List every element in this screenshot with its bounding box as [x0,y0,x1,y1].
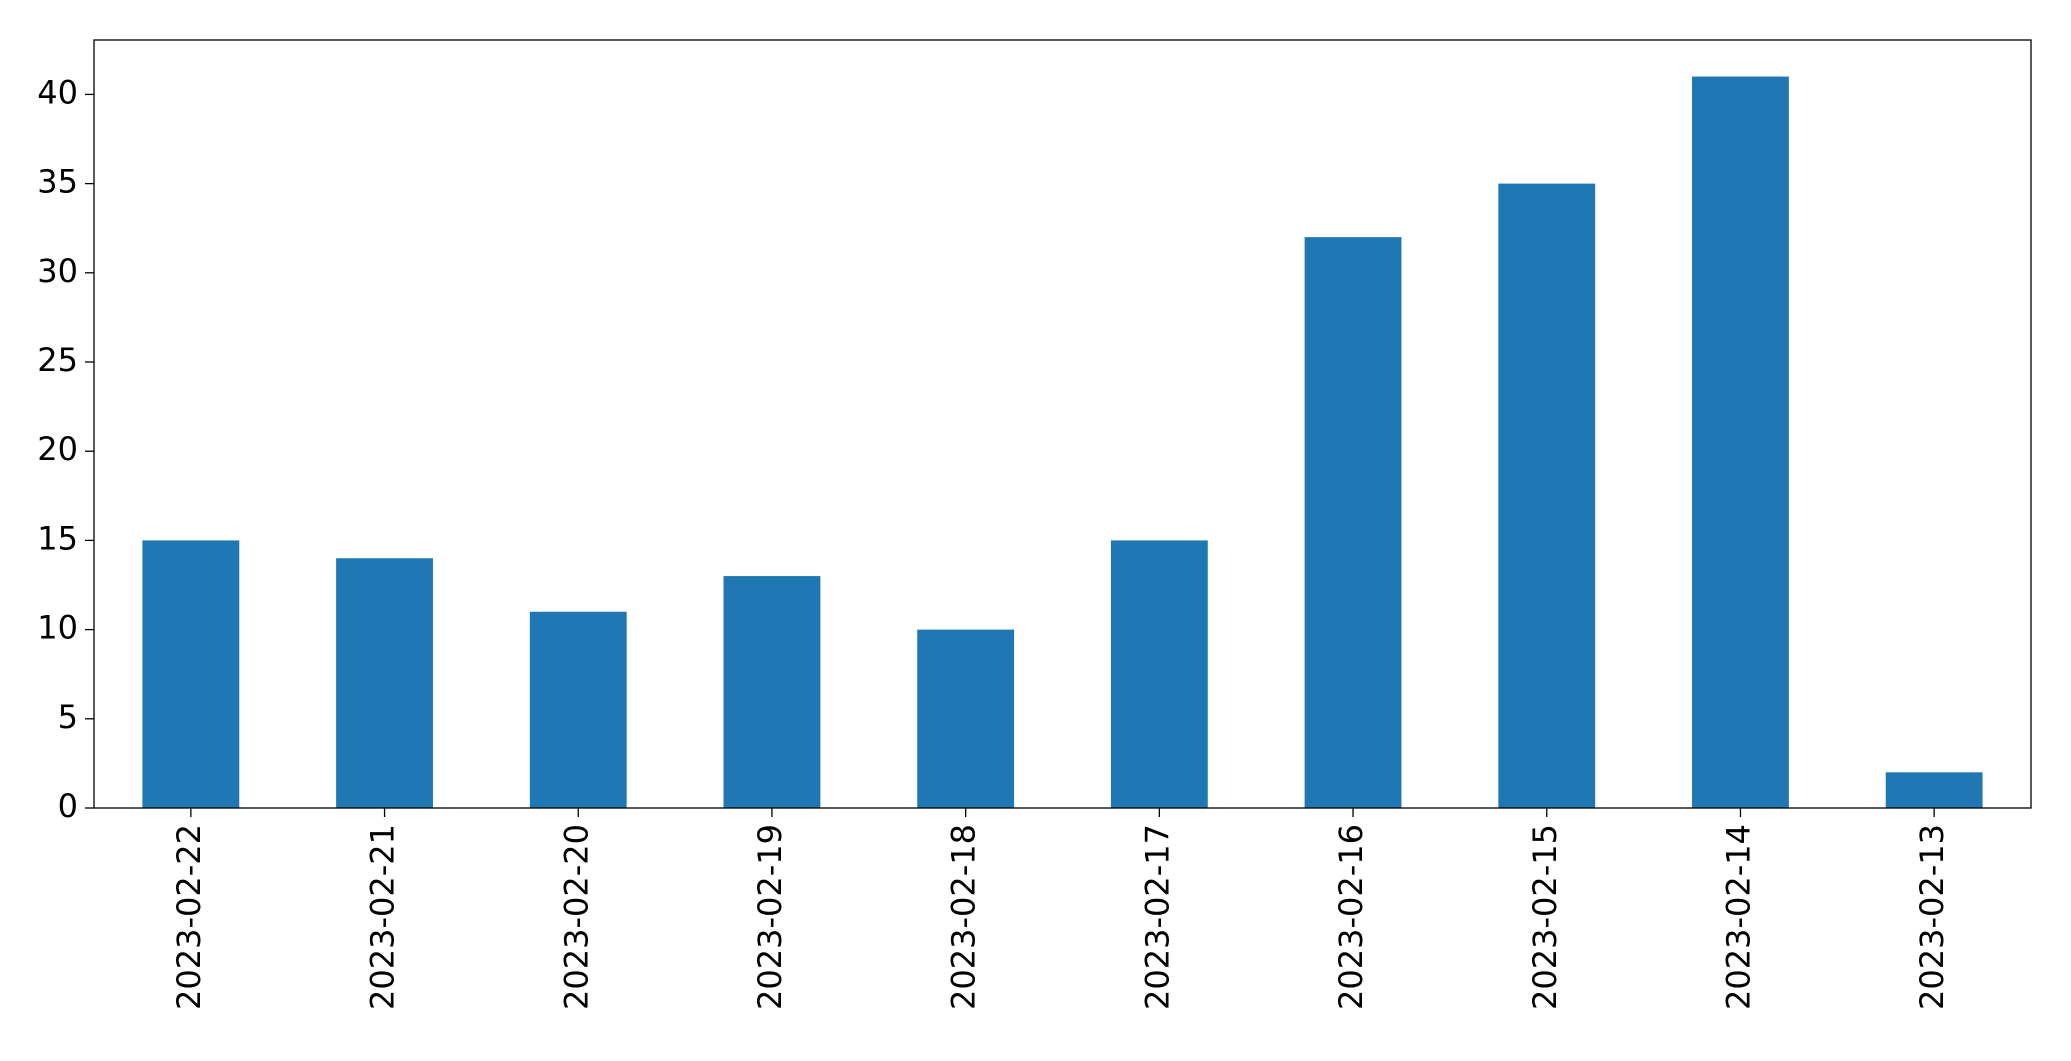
y-tick-label: 35 [37,163,78,201]
x-tick-label: 2023-02-21 [364,824,402,1010]
y-tick-label: 40 [37,73,78,111]
x-tick-label: 2023-02-16 [1332,824,1370,1010]
plot-frame [93,39,2032,809]
x-tick-label: 2023-02-20 [557,824,595,1010]
x-tick-label: 2023-02-18 [945,824,983,1010]
bar [917,629,1015,808]
y-tick-label: 10 [37,609,78,647]
bar [1110,540,1208,808]
y-tick-label: 15 [37,519,78,557]
bar [336,558,433,808]
x-tick-label: 2023-02-22 [170,824,208,1010]
x-tick-label: 2023-02-15 [1526,824,1564,1010]
y-tick-label: 5 [58,698,78,736]
y-tick-label: 30 [37,252,78,290]
x-tick-label: 2023-02-17 [1138,824,1176,1010]
bar [1692,76,1789,809]
bar [1885,772,1983,808]
y-tick-label: 25 [37,341,78,379]
bar [529,611,627,808]
y-tick-label: 20 [37,430,78,468]
bar [723,576,821,808]
bar [1498,183,1596,809]
bar [1304,237,1402,809]
x-tick-label: 2023-02-13 [1913,824,1951,1010]
x-tick-label: 2023-02-19 [751,824,789,1010]
y-tick-label: 0 [58,787,78,825]
bar [142,540,240,808]
x-tick-label: 2023-02-14 [1719,824,1757,1010]
